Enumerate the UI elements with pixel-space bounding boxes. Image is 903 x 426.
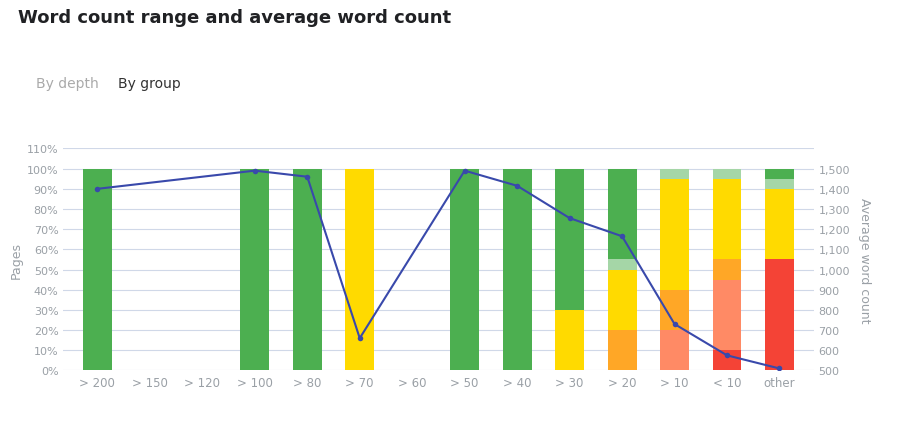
Bar <box>764 190 793 260</box>
Text: By group: By group <box>117 77 180 91</box>
Bar <box>712 351 740 371</box>
Bar <box>607 260 636 270</box>
Bar <box>607 169 636 260</box>
Bar <box>764 179 793 190</box>
Bar <box>712 260 740 280</box>
Bar <box>293 169 321 371</box>
Bar <box>764 169 793 179</box>
Bar <box>712 280 740 351</box>
Bar <box>659 169 688 179</box>
Bar <box>345 169 374 371</box>
Bar <box>659 330 688 371</box>
Bar <box>554 169 583 310</box>
Bar <box>83 169 112 371</box>
Bar <box>659 179 688 290</box>
Bar <box>712 179 740 260</box>
Y-axis label: Pages: Pages <box>10 242 23 278</box>
Text: By depth: By depth <box>36 77 98 91</box>
Bar <box>607 330 636 371</box>
Bar <box>554 310 583 371</box>
Bar <box>450 169 479 371</box>
Bar <box>712 169 740 179</box>
Bar <box>240 169 269 371</box>
Bar <box>764 260 793 371</box>
Bar <box>659 290 688 330</box>
Text: Word count range and average word count: Word count range and average word count <box>18 9 451 26</box>
Y-axis label: Average word count: Average word count <box>858 197 870 322</box>
Bar <box>607 270 636 330</box>
Bar <box>502 169 531 371</box>
